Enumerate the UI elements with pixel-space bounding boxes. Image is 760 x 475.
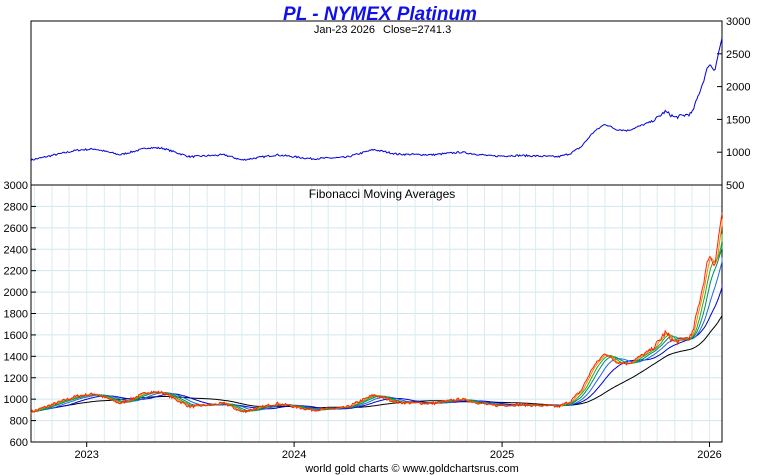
y-tick-label: 3000 [4,180,28,192]
chart-subtitle-close: Close=2741.3 [383,24,451,36]
upper-price-series [30,38,723,162]
upper-y-axis-ticks: 500 1000 1500 2000 2500 3000 [717,16,750,192]
y-tick-label: 2000 [726,82,750,94]
upper-plot-frame [30,20,723,186]
y-tick-label: 1200 [4,373,28,385]
y-tick-label: 1000 [4,394,28,406]
y-tick-label: 800 [10,416,28,428]
x-tick-label: 2025 [490,449,514,461]
y-tick-label: 2400 [4,244,28,256]
y-tick-label: 2000 [4,287,28,299]
moving-average-line [30,257,723,414]
x-tick-label: 2026 [697,449,721,461]
y-tick-label: 500 [726,180,744,192]
y-tick-label: 2800 [4,201,28,213]
y-tick-label: 2200 [4,266,28,278]
moving-average-line [30,283,723,414]
y-tick-label: 1600 [4,330,28,342]
y-tick-label: 2500 [726,49,750,61]
moving-average-line [30,244,723,414]
lower-pane-title: Fibonacci Moving Averages [309,187,456,201]
moving-average-line [30,234,723,414]
y-tick-label: 1400 [4,351,28,363]
y-tick-label: 1800 [4,309,28,321]
x-axis-ticks: 2023 2024 2025 2026 [74,442,722,461]
chart-footer: world gold charts © www.goldchartsrus.co… [304,463,519,475]
lower-gridlines [31,184,722,443]
x-tick-label: 2024 [282,449,306,461]
moving-average-line [30,218,723,414]
y-tick-label: 3000 [726,16,750,28]
lower-y-axis-ticks: 600 800 1000 1200 1400 1600 1800 2000 2200 2400 26… [4,180,36,449]
lower-moving-average-series [30,212,723,414]
y-tick-label: 1000 [726,147,750,159]
x-tick-label: 2023 [74,449,98,461]
y-tick-label: 2600 [4,223,28,235]
y-tick-label: 600 [10,437,28,449]
price-line-lower [30,212,723,414]
chart-subtitle-date: Jan-23 2026 [314,24,375,36]
chart-title: PL - NYMEX Platinum [283,4,477,25]
y-tick-label: 1500 [726,114,750,126]
price-line [30,38,723,162]
